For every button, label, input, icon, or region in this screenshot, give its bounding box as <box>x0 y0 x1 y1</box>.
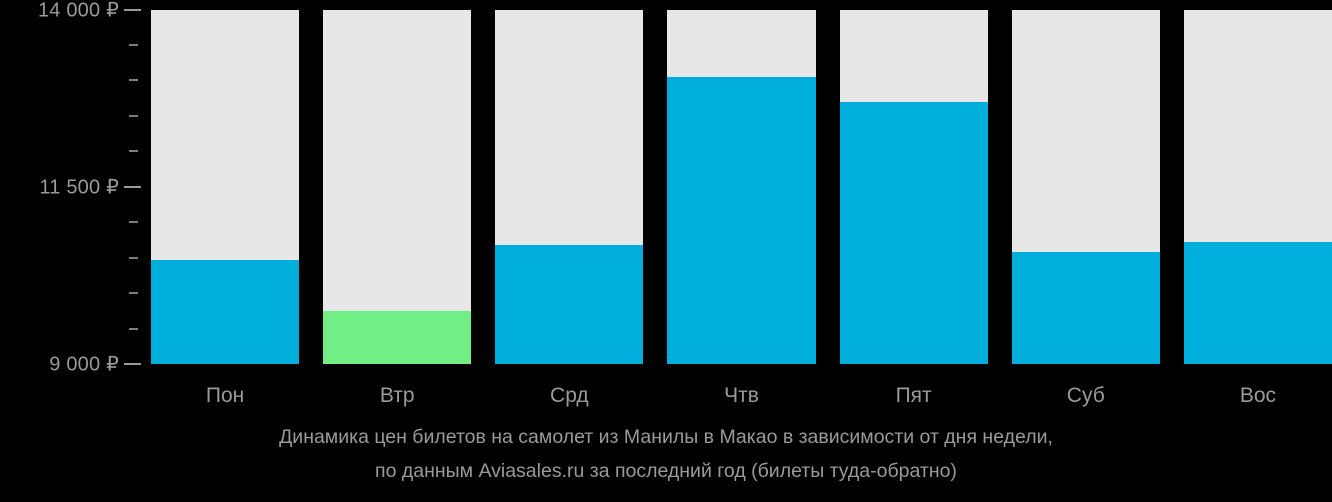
y-axis: 14 000 ₽ 11 500 ₽ 9 000 ₽ <box>0 0 151 376</box>
x-axis-label-5: Суб <box>1066 384 1105 407</box>
x-axis-labels: Пон Втр Срд Чтв Пят Суб Вос <box>151 372 1332 420</box>
y-axis-label-9000: 9 000 ₽ <box>49 353 119 376</box>
y-axis-tick-11500 <box>124 186 141 188</box>
bar-value-2[interactable] <box>495 245 644 364</box>
y-axis-tick-11000 <box>129 221 138 223</box>
y-axis-tick-14000 <box>124 9 141 11</box>
bars-container <box>151 0 1332 372</box>
y-axis-tick-9000 <box>124 363 141 365</box>
y-axis-tick-12500 <box>129 115 138 117</box>
x-axis-label-4: Пят <box>895 384 932 407</box>
bar-column-2[interactable] <box>495 0 644 372</box>
bar-value-0[interactable] <box>151 260 300 364</box>
bar-value-3[interactable] <box>667 77 816 364</box>
bar-value-4[interactable] <box>839 102 988 364</box>
chart-caption: Динамика цен билетов на самолет из Манил… <box>0 420 1332 488</box>
chart-caption-line-2: по данным Aviasales.ru за последний год … <box>375 460 957 482</box>
bar-background-1 <box>323 10 472 364</box>
x-axis-label-2: Срд <box>550 384 589 407</box>
y-axis-tick-13000 <box>129 79 138 81</box>
y-axis-tick-13500 <box>129 44 138 46</box>
bar-column-6[interactable] <box>1183 0 1332 372</box>
x-axis-label-6: Вос <box>1239 384 1276 407</box>
bar-column-5[interactable] <box>1011 0 1160 372</box>
x-axis-label-1: Втр <box>379 384 415 407</box>
bar-value-6[interactable] <box>1183 241 1332 364</box>
bar-value-1[interactable] <box>323 310 472 364</box>
bar-column-3[interactable] <box>667 0 816 372</box>
y-axis-label-11500: 11 500 ₽ <box>39 176 119 199</box>
x-axis-label-3: Чтв <box>724 384 759 407</box>
y-axis-tick-10000 <box>129 292 138 294</box>
y-axis-tick-10500 <box>129 257 138 259</box>
plot-area: 14 000 ₽ 11 500 ₽ 9 000 ₽ <box>0 0 1332 376</box>
y-axis-label-14000: 14 000 ₽ <box>37 0 119 22</box>
bar-value-5[interactable] <box>1011 252 1160 364</box>
bar-column-1[interactable] <box>323 0 472 372</box>
x-axis-label-0: Пон <box>205 384 245 407</box>
y-axis-tick-9500 <box>129 328 138 330</box>
bar-column-4[interactable] <box>839 0 988 372</box>
chart-caption-line-1: Динамика цен билетов на самолет из Манил… <box>279 426 1053 448</box>
bar-column-0[interactable] <box>151 0 300 372</box>
y-axis-tick-12000 <box>129 150 138 152</box>
